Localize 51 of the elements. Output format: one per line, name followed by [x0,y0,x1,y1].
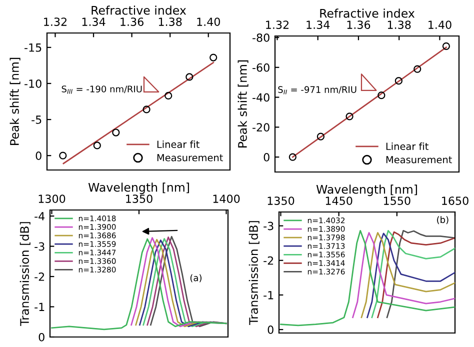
x-axis-title: Refractive index [92,6,186,15]
annotation: (a) [190,274,202,282]
y-tick-label: -1 [34,302,44,311]
y-tick-label: -3 [264,222,274,230]
x-tick-label: 1550 [384,196,410,205]
legend-label: Linear fit [386,142,428,150]
y-axis-title: Peak shift [nm] [10,58,20,145]
x-tick-label: 1400 [213,194,240,203]
x-tick-label: 1450 [326,196,352,205]
x-tick-label: 1300 [38,194,66,203]
y-axis-title: Transmission [dB] [248,221,260,325]
annotation: S$_{II}$ = -971 nm/RIU [278,86,356,94]
y-tick-label: -15 [24,44,42,52]
x-tick-label: 1350 [268,196,294,205]
legend-label: Measurement [386,156,452,164]
x-tick-label: 1.34 [306,20,330,29]
x-tick-label: 1.40 [428,20,452,29]
legend-label: Linear fit [157,140,200,148]
y-tick-label: 0 [268,326,274,334]
y-axis-title: Peak shift [nm] [238,60,248,148]
x-tick-label: 1.32 [44,18,66,26]
y-tick-label: -2 [34,272,44,281]
y-tick-label: 0 [264,153,270,162]
y-tick-label: 0 [38,332,44,342]
x-tick-label: 1650 [442,196,468,205]
x-axis-title: Wavelength [nm] [88,182,189,194]
y-tick-label: -10 [24,79,42,88]
x-axis-title: Refractive index [320,8,415,18]
x-tick-label: 1.34 [82,18,106,26]
x-tick-label: 1.36 [347,20,370,29]
legend-label: Measurement [157,154,223,162]
x-tick-label: 1.36 [120,18,144,26]
x-axis-title: Wavelength [nm] [316,184,417,196]
x-tick-label: 1.40 [197,18,220,26]
x-tick-label: 1350 [126,194,152,203]
y-tick-label: -4 [34,212,45,220]
x-tick-label: 1.32 [266,20,288,29]
annotation: (b) [437,216,448,224]
y-tick-label: -1 [264,291,274,300]
x-tick-label: 1.38 [158,18,182,26]
y-tick-label: -60 [252,63,270,72]
x-tick-label: 1.38 [388,20,411,29]
y-tick-label: 0 [36,152,42,160]
y-tick-label: -2 [264,256,274,265]
y-tick-label: -20 [252,123,270,132]
annotation: S$_{III}$ = -190 nm/RIU [62,86,142,94]
y-axis-title: Transmission [dB] [20,222,30,326]
y-tick-label: -40 [252,93,270,102]
y-tick-label: -80 [252,33,270,42]
y-tick-label: -3 [34,242,44,251]
y-tick-label: -5 [32,116,42,124]
